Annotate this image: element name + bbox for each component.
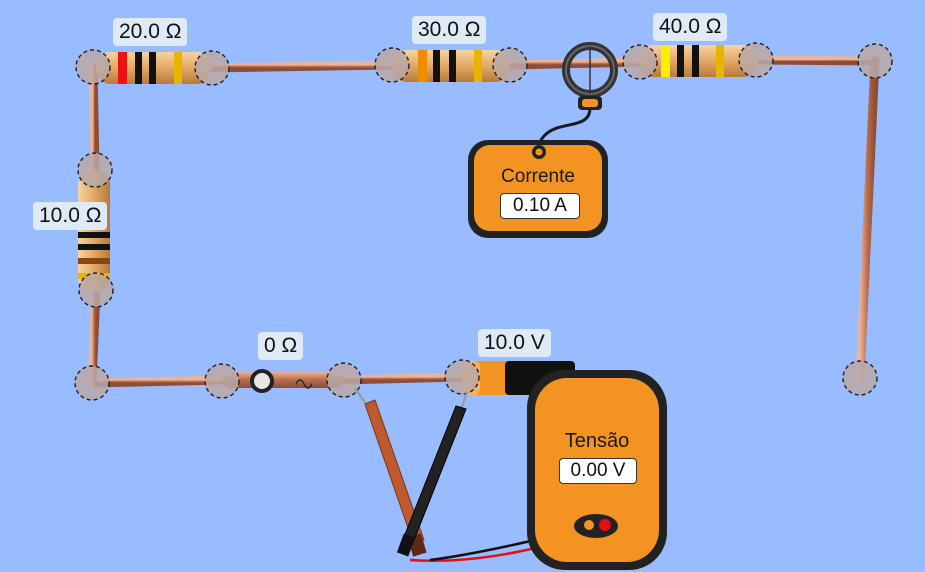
- junction-bottom-right[interactable]: [842, 360, 878, 396]
- junction-switch-right[interactable]: [326, 362, 362, 398]
- battery-label: 10.0 V: [478, 329, 551, 357]
- switch-label: 0 Ω: [258, 332, 304, 360]
- voltmeter-title: Tensão: [564, 430, 630, 452]
- junction-r10-top[interactable]: [77, 152, 113, 188]
- ammeter-device[interactable]: [468, 140, 608, 238]
- voltmeter-red-probe[interactable]: [354, 387, 427, 557]
- junctions: [74, 42, 893, 401]
- junction-top-right[interactable]: [857, 43, 893, 79]
- resistor-30-ohm[interactable]: [392, 50, 510, 82]
- resistor-40-label: 40.0 Ω: [653, 13, 728, 41]
- wire-top-right[interactable]: [505, 57, 645, 70]
- junction-bottom-left[interactable]: [74, 365, 110, 401]
- junction-r20-right[interactable]: [194, 50, 230, 86]
- junction-r30-left[interactable]: [374, 47, 410, 83]
- wire-bottom-left[interactable]: [87, 375, 227, 388]
- wire-right[interactable]: [855, 56, 880, 383]
- voltmeter-reading: 0.00 V: [559, 458, 637, 484]
- switch-element[interactable]: [222, 369, 344, 393]
- ammeter-reading: 0.10 A: [500, 193, 580, 219]
- wire-bottom-middle[interactable]: [339, 372, 467, 385]
- resistor-10-label: 10.0 Ω: [33, 202, 108, 230]
- wire-top-middle[interactable]: [207, 60, 397, 73]
- wire-top-far-right[interactable]: [751, 55, 880, 66]
- junction-battery-left[interactable]: [444, 359, 480, 395]
- switch-knob[interactable]: [250, 369, 274, 393]
- ammeter-title: Corrente: [501, 166, 575, 187]
- resistor-20-label: 20.0 Ω: [113, 18, 188, 46]
- resistor-20-ohm[interactable]: [96, 52, 212, 84]
- junction-top-left[interactable]: [75, 49, 111, 85]
- junction-r30-right[interactable]: [492, 47, 528, 83]
- junction-r40-left[interactable]: [622, 44, 658, 80]
- junction-r40-right[interactable]: [738, 42, 774, 78]
- junction-r10-bottom[interactable]: [78, 272, 114, 308]
- resistor-40-ohm[interactable]: [638, 45, 758, 77]
- resistor-30-label: 30.0 Ω: [412, 16, 487, 44]
- voltmeter-black-probe[interactable]: [396, 391, 468, 557]
- junction-switch-left[interactable]: [204, 363, 240, 399]
- ammeter-probe[interactable]: [537, 42, 618, 156]
